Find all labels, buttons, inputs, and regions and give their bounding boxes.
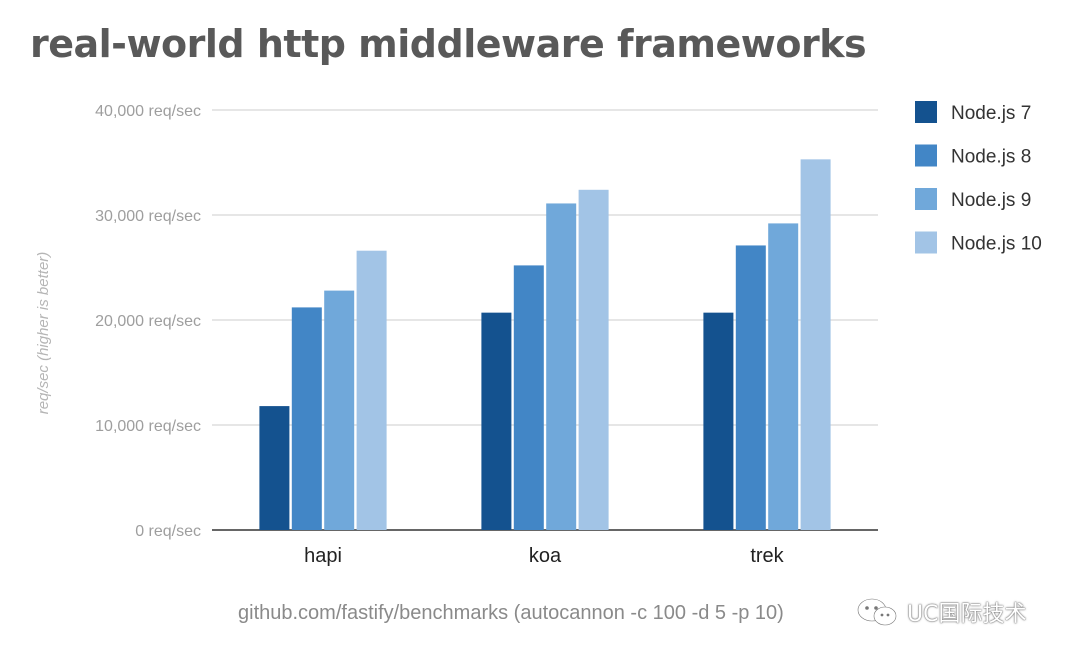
bar-trek-series-1 (735, 245, 766, 530)
legend-label: Node.js 8 (951, 147, 1031, 168)
y-tick-label: 10,000 req/sec (95, 418, 201, 435)
x-tick-labels: hapi koa trek (304, 545, 785, 567)
bar-hapi-series-1 (291, 307, 322, 530)
bar-koa-series-1 (513, 265, 544, 530)
legend-label: Node.js 9 (951, 190, 1031, 211)
chart-title: real-world http middleware frameworks (30, 22, 867, 66)
y-tick-label: 0 req/sec (135, 523, 201, 540)
bar-trek-series-3 (800, 159, 831, 530)
bar-trek-series-2 (768, 223, 799, 530)
x-tick-label: trek (750, 545, 784, 567)
y-tick-label: 40,000 req/sec (95, 103, 201, 120)
bars (259, 159, 831, 531)
legend-swatch (915, 231, 937, 254)
y-tick-label: 30,000 req/sec (95, 208, 201, 225)
wechat-icon (856, 597, 897, 626)
bar-koa-series-0 (481, 312, 512, 530)
bar-hapi-series-3 (356, 250, 387, 530)
legend-label: Node.js 10 (951, 234, 1042, 255)
y-tick-label: 20,000 req/sec (95, 313, 201, 330)
watermark-text: UC国际技术 (907, 602, 1027, 627)
watermark: UC国际技术 (855, 596, 1026, 628)
legend: Node.js 7 Node.js 8 Node.js 9 Node.js 10 (915, 101, 1042, 255)
y-tick-labels: 0 req/sec 10,000 req/sec 20,000 req/sec 30,… (95, 103, 201, 540)
source-note: github.com/fastify/benchmarks (autocanno… (238, 602, 784, 624)
gridlines (212, 109, 878, 531)
bar-hapi-series-2 (324, 290, 355, 530)
bar-chart: 0 req/sec 10,000 req/sec 20,000 req/sec 30,… (35, 101, 1042, 567)
x-tick-label: koa (529, 545, 562, 567)
y-axis-label: req/sec (higher is better) (35, 252, 52, 415)
legend-label: Node.js 7 (951, 103, 1031, 124)
bar-hapi-series-0 (259, 406, 290, 530)
legend-swatch (915, 144, 937, 167)
bar-koa-series-3 (578, 189, 609, 531)
bar-trek-series-0 (703, 312, 734, 530)
legend-swatch (915, 188, 937, 210)
legend-swatch (915, 101, 937, 123)
x-tick-label: hapi (304, 545, 342, 567)
bar-koa-series-2 (546, 203, 577, 530)
